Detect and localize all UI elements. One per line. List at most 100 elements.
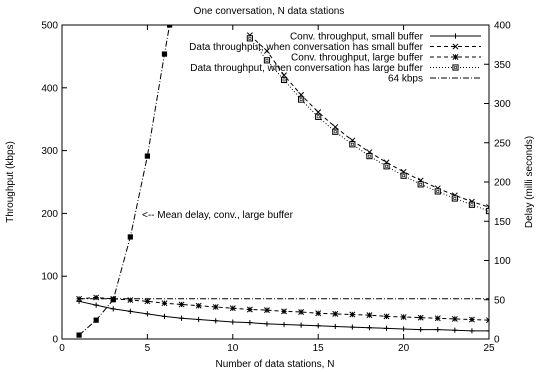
series-3-point: [178, 301, 185, 308]
series-4-point: [246, 35, 253, 42]
series-4-point-inner: [419, 182, 423, 186]
x-tick-label: 25: [483, 343, 495, 354]
series-4-point-inner: [350, 142, 354, 146]
axes: 0 5 10 15 20 25010020030040050005010015020025…: [41, 21, 511, 355]
y-tick-label: 500: [41, 21, 58, 32]
series-4-point-inner: [436, 190, 440, 193]
series-4-point: [417, 181, 424, 188]
y2-tick-label: 350: [494, 60, 511, 71]
x-tick-label: 15: [313, 343, 325, 354]
y2-tick-label: 0: [494, 335, 500, 346]
legend-marker-1: [452, 33, 459, 39]
series-4-point: [383, 163, 390, 170]
series-3-point: [195, 302, 202, 309]
series-6-point: [110, 297, 116, 303]
series-3-point: [434, 315, 441, 322]
series-1-point: [418, 326, 424, 333]
series-1-point: [144, 311, 150, 317]
series-3: [76, 294, 489, 324]
legend-marker-2: [452, 43, 459, 50]
y-tick-label: 300: [41, 146, 58, 157]
series-1-point: [349, 324, 355, 330]
annotation: <-- Mean delay, conv., large buffer: [142, 210, 294, 221]
series-4: [246, 35, 489, 215]
y-tick-label: 100: [41, 272, 58, 283]
series-3-point: [468, 316, 475, 323]
series-6-point: [76, 332, 82, 338]
series-4-point: [332, 128, 339, 135]
series-6-point: [161, 51, 168, 57]
series-3-point: [366, 312, 373, 319]
series-1-point: [110, 306, 116, 312]
y2-tick-label: 400: [494, 21, 511, 32]
legend-marker-4-inner: [454, 66, 457, 69]
series-1-point: [196, 316, 202, 323]
series-3-point: [315, 310, 322, 317]
series-3-point: [281, 308, 287, 315]
series-1-point: [247, 320, 253, 326]
series-1-point: [298, 322, 304, 328]
series-4-point: [468, 201, 476, 208]
series-3-point: [383, 313, 390, 320]
series-3-point: [161, 300, 168, 307]
legend-marker-4: [452, 64, 459, 71]
series-3-point: [486, 317, 489, 324]
chart-title: One conversation, N data stations: [194, 6, 345, 17]
x-tick-label: 0: [59, 343, 65, 354]
y2-axis-label: Delay (milli seconds): [524, 136, 535, 228]
series-1-point: [178, 315, 185, 321]
series-4-point-inner: [470, 203, 474, 207]
series-4-point-inner: [368, 154, 371, 158]
legend-label-5: 64 kbps: [388, 74, 423, 85]
series-1-point: [161, 313, 168, 319]
series-1-point: [264, 321, 270, 327]
series-6-point: [144, 153, 150, 159]
series-6-point: [167, 25, 173, 28]
series-6-line: [78, 25, 171, 336]
series-3-point: [144, 298, 151, 305]
series-6-point: [93, 317, 99, 323]
y2-tick-label: 150: [494, 217, 511, 228]
y2-tick-label: 100: [494, 256, 511, 267]
series-4-point: [485, 207, 489, 215]
series-1-point: [366, 325, 373, 331]
series-1-point: [127, 308, 133, 314]
series-3-point: [349, 311, 356, 318]
series-1-point: [435, 326, 441, 333]
series-1-point: [486, 328, 489, 334]
legend-label-1: Conv. throughput, small buffer: [290, 32, 424, 43]
y2-tick-label: 250: [494, 138, 511, 149]
series-3-point: [246, 306, 253, 313]
series-4-point-inner: [385, 164, 388, 168]
series-4-point-inner: [282, 78, 286, 82]
y-tick-label: 400: [41, 83, 58, 94]
y-tick-label: 0: [52, 335, 58, 346]
series-4-point: [400, 172, 407, 179]
legend-label-2: Data throughput, when conversation has s…: [189, 42, 424, 53]
x-tick-label: 5: [145, 343, 151, 354]
series-3-point: [417, 314, 424, 321]
series-4-point-inner: [299, 98, 303, 101]
x-axis-label: Number of data stations, N: [216, 359, 335, 370]
series-1-point: [213, 318, 219, 324]
series-1-point: [315, 323, 321, 329]
series-3-point: [451, 315, 458, 322]
series-1-point: [281, 321, 287, 328]
series-1-point: [383, 325, 390, 331]
y2-tick-label: 300: [494, 99, 511, 110]
y-tick-label: 200: [41, 209, 58, 220]
series-4-point: [298, 96, 305, 103]
series-3-point: [93, 294, 100, 301]
series-6-point: [127, 234, 133, 240]
series-3-point: [127, 297, 134, 304]
series-3-point: [264, 307, 270, 314]
x-tick-label: 20: [398, 343, 410, 354]
series-1-point: [230, 319, 236, 325]
series-4-point-inner: [453, 197, 457, 200]
series-3-point: [298, 309, 305, 315]
series-4-point-inner: [316, 115, 320, 119]
series-6: [76, 25, 173, 338]
series-4-point-inner: [333, 130, 337, 134]
legend-label-4: Data throughput, when conversation has l…: [190, 63, 423, 74]
